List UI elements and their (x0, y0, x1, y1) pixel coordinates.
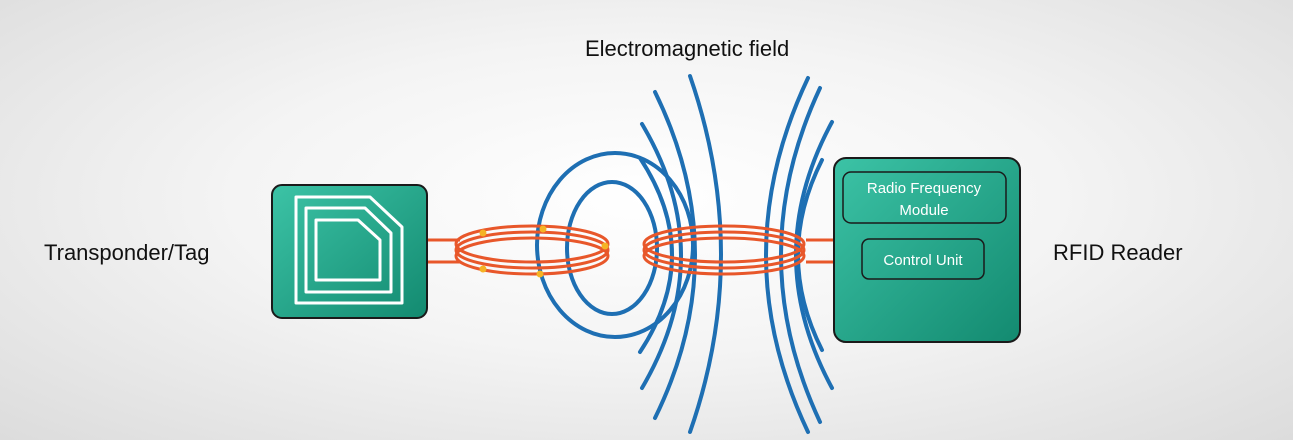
control-unit-box (861, 238, 985, 280)
field-line (638, 156, 674, 354)
rfid-reader-label: RFID Reader (1053, 240, 1183, 265)
field-lines (535, 74, 834, 434)
field-line (653, 90, 697, 420)
field-loop-outer (535, 151, 695, 339)
rf-module-line1: Radio Frequency (867, 180, 982, 197)
control-unit-label: Control Unit (883, 252, 963, 269)
reader-coil (642, 224, 806, 276)
induction-sparks (479, 225, 609, 278)
field-line (688, 74, 723, 434)
field-line (779, 86, 822, 424)
field-loop-inner (565, 180, 659, 316)
transponder-tag (271, 184, 428, 319)
tag-coil (454, 224, 610, 276)
tag-antenna-icon (294, 195, 404, 305)
field-line (640, 122, 683, 390)
rfid-reader: Radio Frequency Module Control Unit (833, 157, 1021, 343)
field-line (764, 76, 810, 434)
rf-module-line2: Module (899, 202, 948, 219)
rf-module-box (842, 171, 1007, 224)
connection-wires (425, 238, 836, 264)
diagram-title: Electromagnetic field (585, 36, 790, 61)
field-line (796, 158, 824, 352)
transponder-tag-label: Transponder/Tag (44, 240, 210, 265)
